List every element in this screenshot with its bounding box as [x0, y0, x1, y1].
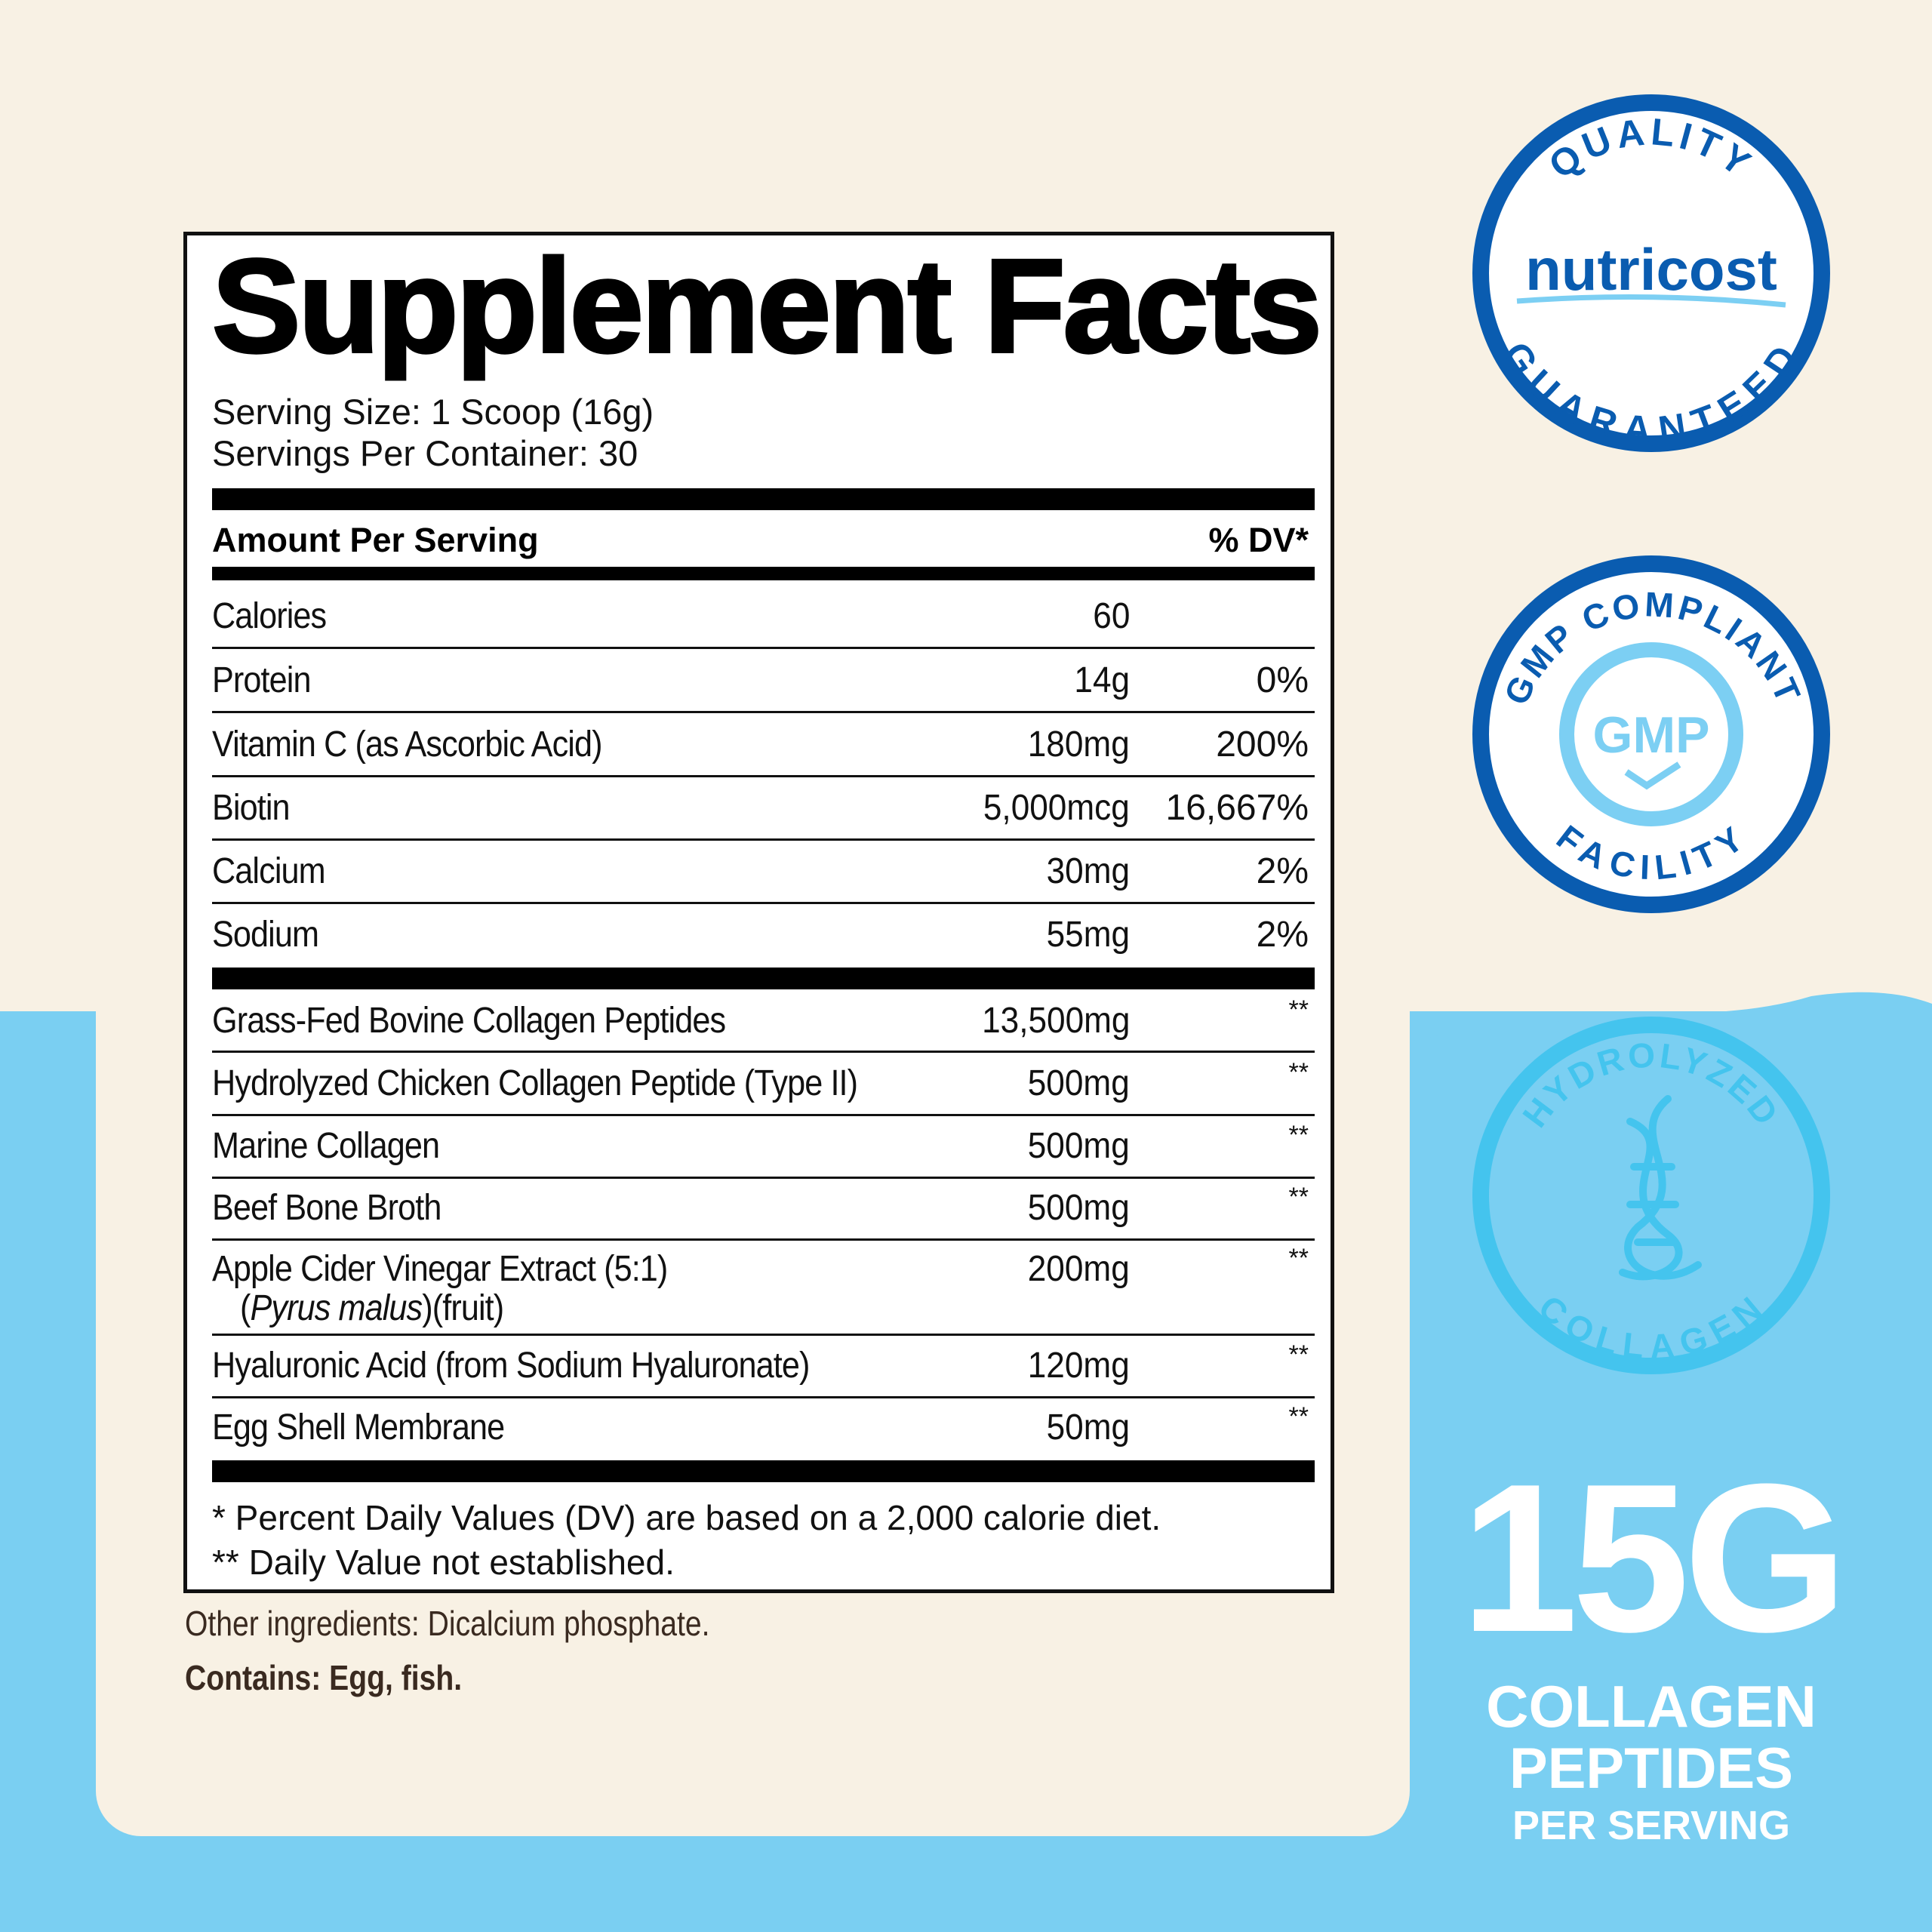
row-divider — [212, 1051, 1315, 1053]
ingredient-name: Hydrolyzed Chicken Collagen Peptide (Typ… — [212, 1063, 858, 1103]
callout-line-per-serving: PER SERVING — [1512, 1803, 1791, 1848]
nutricost-logo: nutricost — [1525, 236, 1777, 303]
ingredient-dv: ** — [1288, 1183, 1309, 1211]
ingredient-dv: ** — [1288, 1244, 1309, 1272]
amount-per-serving-header: Amount Per Serving — [212, 521, 539, 559]
divider-bar — [212, 488, 1315, 510]
gmp-compliant-badge: GMP COMPLIANT FACILITY GMP — [1472, 555, 1830, 913]
nutrient-name: Protein — [212, 660, 311, 700]
supplement-facts-panel — [183, 232, 1334, 1593]
nutrient-name: Calories — [212, 596, 327, 636]
ingredient-amount: 500mg — [1027, 1126, 1130, 1166]
plant-part: (fruit) — [432, 1288, 504, 1328]
nutrient-amount: 180mg — [1027, 724, 1130, 764]
divider-bar — [212, 1460, 1315, 1482]
row-divider — [212, 1396, 1315, 1398]
ingredient-amount: 200mg — [1027, 1249, 1130, 1289]
dv-header: % DV* — [1208, 521, 1309, 559]
ingredient-dv: ** — [1288, 1058, 1309, 1087]
latin-name: Pyrus malus — [250, 1288, 423, 1328]
ingredient-dv: ** — [1288, 1340, 1309, 1369]
nutrient-dv: 2% — [1256, 851, 1309, 891]
ingredient-name: Grass-Fed Bovine Collagen Peptides — [212, 1001, 726, 1041]
row-divider — [212, 1114, 1315, 1116]
ingredient-amount: 50mg — [1046, 1407, 1130, 1447]
nutrient-name: Vitamin C (as Ascorbic Acid) — [212, 724, 602, 764]
nutrient-dv: 16,667% — [1165, 788, 1309, 828]
nutrient-amount: 5,000mcg — [983, 788, 1130, 828]
ingredient-name: Beef Bone Broth — [212, 1188, 441, 1228]
allergen-contains: Contains: Egg, fish. — [185, 1658, 463, 1697]
ingredient-amount: 13,500mg — [981, 1001, 1130, 1041]
hydrolyzed-collagen-badge: HYDROLYZED COLLAGEN — [1472, 1017, 1830, 1374]
row-divider — [212, 775, 1315, 777]
serving-size: Serving Size: 1 Scoop (16g) — [212, 392, 654, 432]
ingredient-dv: ** — [1288, 1402, 1309, 1431]
ingredient-name: Egg Shell Membrane — [212, 1407, 505, 1447]
callout-line-peptides: PEPTIDES — [1509, 1737, 1793, 1801]
nutrient-dv: 200% — [1216, 724, 1309, 764]
ingredient-amount: 120mg — [1027, 1346, 1130, 1386]
badge-hydrolyzed-bottom-text: COLLAGEN — [1531, 1287, 1768, 1366]
nutrient-amount: 60 — [1092, 596, 1130, 636]
ingredient-dv: ** — [1288, 1121, 1309, 1149]
checkmark-icon — [1624, 761, 1681, 790]
ingredient-name: Hyaluronic Acid (from Sodium Hyaluronate… — [212, 1346, 810, 1386]
row-divider — [212, 838, 1315, 841]
servings-per-container: Servings Per Container: 30 — [212, 433, 638, 473]
collagen-helix-icon — [1619, 1095, 1702, 1281]
nutrient-dv: 0% — [1256, 660, 1309, 700]
ingredient-amount: 500mg — [1027, 1063, 1130, 1103]
row-divider — [212, 1238, 1315, 1241]
gmp-center-text: GMP — [1593, 706, 1710, 764]
nutrient-dv: 2% — [1256, 915, 1309, 955]
nutrient-amount: 14g — [1074, 660, 1130, 700]
row-divider — [212, 902, 1315, 904]
nutrient-name: Biotin — [212, 788, 291, 828]
nutrient-amount: 55mg — [1046, 915, 1130, 955]
row-divider — [212, 711, 1315, 713]
divider-bar — [212, 567, 1315, 580]
footnote-not-established: ** Daily Value not established. — [212, 1543, 675, 1582]
row-divider — [212, 647, 1315, 649]
nutrient-amount: 30mg — [1046, 851, 1130, 891]
ingredient-name: Marine Collagen — [212, 1126, 440, 1166]
quality-guaranteed-badge: QUALITY GUARANTEED nutricost — [1472, 94, 1830, 452]
footnote-dv: * Percent Daily Values (DV) are based on… — [212, 1498, 1161, 1537]
wave-edge — [0, 992, 1932, 1064]
collagen-amount: 15G — [1460, 1441, 1847, 1676]
ingredient-dv: ** — [1288, 995, 1309, 1024]
ingredient-name: Apple Cider Vinegar Extract (5:1) — [212, 1249, 668, 1289]
row-divider — [212, 1334, 1315, 1336]
callout-line-collagen: COLLAGEN — [1486, 1673, 1817, 1740]
other-ingredients: Other ingredients: Dicalcium phosphate. — [185, 1604, 710, 1643]
svg-text:COLLAGEN: COLLAGEN — [1531, 1287, 1771, 1366]
nutrient-name: Sodium — [212, 915, 319, 955]
row-divider — [212, 1177, 1315, 1179]
nutrient-name: Calcium — [212, 851, 326, 891]
ingredient-amount: 500mg — [1027, 1188, 1130, 1228]
divider-bar — [212, 968, 1315, 989]
facts-title: Supplement Facts — [211, 232, 1324, 380]
ingredient-name-line2: (Pyrus malus)(fruit) — [240, 1288, 504, 1328]
